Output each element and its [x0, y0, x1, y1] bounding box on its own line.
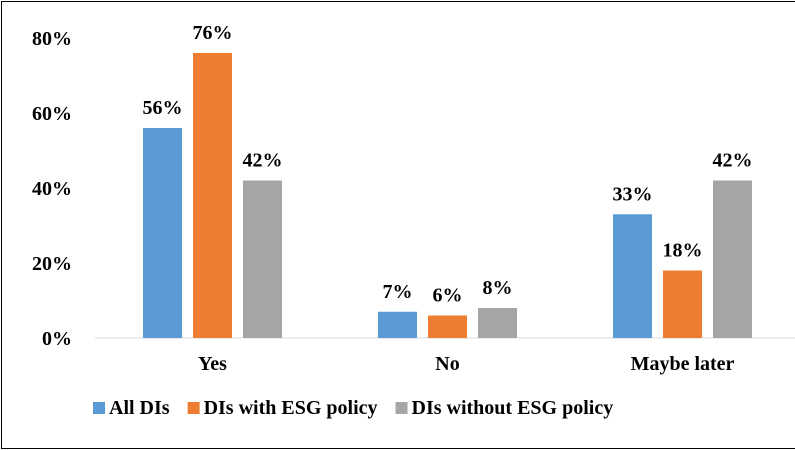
y-tick-label: 0% — [42, 328, 72, 350]
legend-swatch — [93, 402, 105, 414]
data-label: 42% — [243, 150, 283, 172]
category-label: Yes — [198, 353, 227, 375]
bar — [478, 308, 517, 338]
y-tick-label: 80% — [32, 28, 72, 50]
legend-label: All DIs — [109, 397, 170, 419]
data-label: 33% — [613, 183, 653, 205]
legend-label: DIs without ESG policy — [412, 397, 614, 419]
legend-swatch — [187, 402, 200, 414]
data-label: 76% — [193, 22, 233, 44]
y-tick-label: 20% — [32, 253, 72, 275]
category-labels: Yes No Maybe later — [198, 353, 734, 375]
bar — [243, 180, 282, 338]
legend-label: DIs with ESG policy — [204, 397, 378, 419]
bar — [378, 311, 417, 338]
bars — [143, 53, 752, 338]
y-axis-ticks: 0% 20% 40% 60% 80% — [32, 28, 72, 350]
y-tick-label: 40% — [32, 178, 72, 200]
category-label: Maybe later — [631, 353, 735, 375]
data-label: 7% — [383, 281, 413, 303]
y-tick-label: 60% — [32, 103, 72, 125]
bar — [713, 180, 752, 338]
data-label: 56% — [143, 97, 183, 119]
data-label: 6% — [433, 285, 463, 307]
data-label: 42% — [713, 150, 753, 172]
data-labels: 56% 76% 42% 7% 6% 8% 33% 18% 42% — [143, 22, 753, 307]
bar — [193, 53, 232, 338]
legend: All DIs DIs with ESG policy DIs without ES… — [93, 397, 613, 419]
category-label: No — [435, 353, 459, 375]
bar — [613, 214, 652, 338]
bar — [663, 270, 702, 338]
legend-swatch — [395, 402, 408, 414]
bar — [428, 315, 467, 338]
data-label: 8% — [483, 277, 513, 299]
bar — [143, 128, 182, 338]
data-label: 18% — [663, 240, 703, 262]
